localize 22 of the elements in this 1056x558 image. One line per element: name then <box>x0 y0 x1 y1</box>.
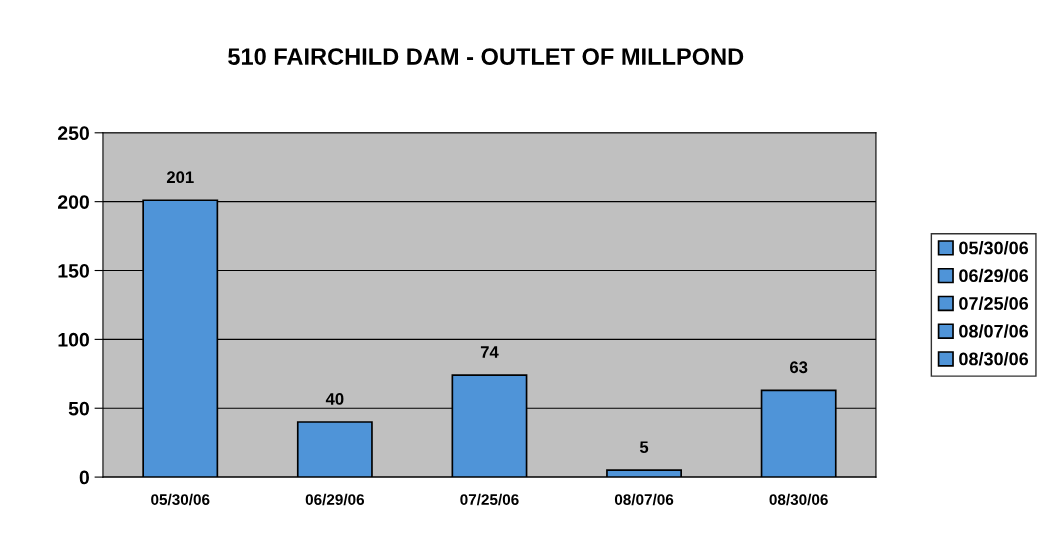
chart-title: 510 FAIRCHILD DAM - OUTLET OF MILLPOND <box>228 48 744 65</box>
x-tick-label: 07/25/06 <box>460 493 519 506</box>
y-tick-label: 0 <box>79 470 89 485</box>
legend-label: 05/30/06 <box>959 241 1029 255</box>
x-tick-label: 08/07/06 <box>614 493 674 506</box>
y-tick-label: 150 <box>58 263 89 278</box>
y-tick-label: 250 <box>58 126 89 141</box>
y-tick-label: 200 <box>58 195 89 209</box>
x-tick-label: 06/29/06 <box>305 493 365 506</box>
legend-label: 08/30/06 <box>959 352 1029 366</box>
legend-label: 07/25/06 <box>959 296 1029 311</box>
x-tick-label: 05/30/06 <box>151 493 210 506</box>
y-tick-label: 100 <box>58 332 89 347</box>
legend-label: 08/07/06 <box>959 324 1029 338</box>
data-label: 74 <box>480 346 499 358</box>
data-label: 40 <box>325 393 344 405</box>
data-label: 201 <box>166 171 194 184</box>
y-tick-label: 50 <box>68 401 89 416</box>
legend-label: 06/29/06 <box>959 268 1029 283</box>
data-label: 5 <box>639 441 649 454</box>
data-label: 63 <box>789 361 808 374</box>
x-tick-label: 08/30/06 <box>769 493 828 506</box>
